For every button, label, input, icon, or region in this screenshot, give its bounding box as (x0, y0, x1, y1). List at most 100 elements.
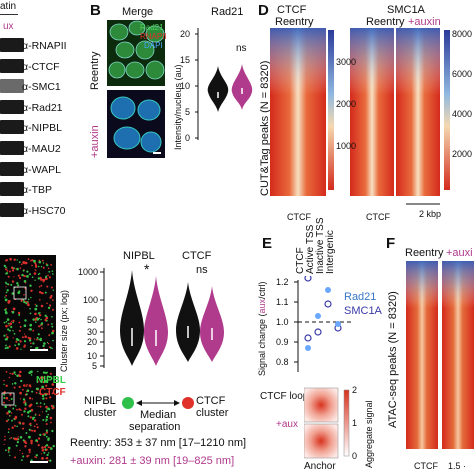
ytick-c-4: 20 (87, 337, 98, 347)
panel-f-title: Reentry (405, 247, 444, 259)
panel-e-ylabel: Signal change (aux/ctrl) (257, 281, 267, 376)
ytick-b-3: 5 (185, 107, 191, 117)
panel-f-letter: F (386, 235, 396, 252)
ytick-c-1: 100 (83, 295, 99, 305)
stat-ns-c: ns (196, 264, 208, 276)
panel-d-letter: D (258, 2, 269, 19)
ytick-c-3: 30 (87, 327, 98, 337)
blot-band (0, 161, 24, 176)
violin-title-ctcf: CTCF (182, 250, 212, 262)
cb2-tick-2: 4000 (452, 109, 473, 119)
schema-diagram (122, 397, 194, 409)
stat-ns-b: ns (236, 43, 247, 54)
protein-label: α-MAU2 (22, 143, 61, 155)
panel-a-auxin-header: ux (3, 21, 14, 32)
protein-label: α-CTCF (22, 60, 60, 73)
cb1-tick-0: 3000 (336, 57, 357, 67)
ytick-e-4: 0.8 (276, 357, 289, 367)
blot-band (0, 79, 24, 94)
cb-e-tick-2: 0 (352, 451, 358, 461)
heatmap2-title-1: SMC1A (387, 4, 425, 16)
ytick-e-0: 1.2 (276, 277, 289, 287)
violin-title-nipbl: NIPBL (123, 250, 155, 262)
heatmap1-xlabel: CTCF (287, 212, 311, 222)
ytick-e-1: 1.1 (276, 297, 289, 307)
ytick-e-3: 0.9 (276, 337, 289, 347)
stat-auxin: +auxin: 281 ± 39 nm [19–825 nm] (70, 455, 235, 467)
cb2-tick-0: 8000 (452, 29, 473, 39)
heatmap1-title-2: Reentry (275, 16, 314, 28)
panel-a-header: atin (0, 1, 17, 12)
legend-dapi: DAPI (144, 41, 163, 50)
ytick-b-0: 20 (180, 29, 191, 39)
median-label-1: Median (140, 409, 177, 421)
ylabel-part-aux: aux (257, 298, 267, 314)
row-reentry-label: Reentry (89, 51, 101, 90)
cb1-tick-2: 1000 (336, 141, 357, 151)
panel-f-title-aux: +auxi (446, 247, 473, 259)
protein-label: α-HSC70 (22, 204, 66, 217)
schema-nipbl-line1: NIPBL (84, 395, 116, 407)
protein-label: α-NIPBL (22, 122, 62, 135)
series-label-rad21: Rad21 (344, 291, 377, 303)
ylabel-part-a: Signal change ( (257, 313, 267, 376)
panel-b-letter: B (90, 2, 101, 19)
ytick-c-6: 5 (92, 361, 98, 371)
loops-aux-label: +aux (276, 419, 298, 430)
blot-band (0, 202, 24, 217)
schema-ctcf-line1: CTCF (196, 395, 226, 407)
micrograph-nipbl-ctcf (0, 255, 56, 469)
scale-bar-label: 2 kbp (419, 209, 442, 219)
schema-nipbl-line2: cluster (84, 407, 117, 419)
blot-band (0, 99, 24, 114)
aggregate-signal-label: Aggregate signal (364, 400, 374, 468)
panel-b-ylabel: Intensity/nucleus (au) (173, 64, 183, 150)
cb2-tick-3: 2000 (452, 149, 473, 159)
stat-star: * (144, 261, 150, 277)
cb-e-tick-1: 1 (352, 418, 358, 428)
ylabel-part-c: /ctrl) (257, 281, 267, 299)
col-label-3: Intergenic (325, 230, 336, 274)
heatmap1-title-1: CTCF (277, 4, 307, 16)
median-label-2: separation (129, 421, 181, 433)
anchor-label: Anchor (304, 461, 336, 472)
heatmap2-title-auxin: +auxin (408, 16, 441, 28)
panel-c-ylabel: Cluster size (px; log) (59, 289, 69, 372)
ytick-c-5: 10 (87, 351, 98, 361)
header-underline (0, 14, 18, 15)
colorbar-ctcf (328, 30, 334, 190)
img-label-nipbl: NIPBL (36, 375, 66, 386)
heatmap-group (270, 28, 450, 205)
schema-ctcf-line2: cluster (196, 407, 229, 419)
violin-plot-cluster-size (100, 268, 224, 368)
ytick-b-1: 15 (180, 55, 191, 65)
rad21-title: Rad21 (211, 6, 244, 18)
legend-rad21: Rad21 (140, 23, 164, 32)
blot-band (0, 141, 24, 155)
panel-f-xlabel2: 1.5 · (448, 461, 467, 471)
blot-band (0, 120, 24, 135)
heatmap2-title-2: Reentry (366, 16, 405, 28)
heatmap2-xlabel: CTCF (366, 212, 390, 222)
violin-plot-rad21 (195, 28, 253, 140)
protein-label: α-TBP (22, 184, 52, 197)
row-auxin-label: +auxin (89, 125, 101, 158)
stat-reentry: Reentry: 353 ± 37 nm [17–1210 nm] (70, 437, 247, 449)
micrograph-merge (107, 20, 165, 158)
blot-band (0, 182, 24, 197)
panel-f-xlabel1: CTCF (414, 461, 438, 471)
signal-change-plot (294, 276, 352, 372)
cb2-tick-1: 6000 (452, 69, 473, 79)
img-label-ctcf: CTCF (39, 387, 66, 398)
blot-band (0, 38, 24, 52)
protein-label: α-RNAPII (22, 40, 67, 52)
protein-label: α-WAPL (22, 163, 61, 176)
loops-label: CTCF loops (260, 391, 314, 402)
cb1-tick-1: 2000 (336, 99, 357, 109)
merge-title: Merge (122, 6, 154, 18)
heatmap-atac (406, 261, 474, 449)
ytick-c-0: 1000 (78, 267, 99, 277)
colorbar-smc1a (444, 30, 450, 190)
protein-label: α-Rad21 (22, 101, 63, 114)
legend-rnapii: RNAPII (140, 32, 167, 41)
